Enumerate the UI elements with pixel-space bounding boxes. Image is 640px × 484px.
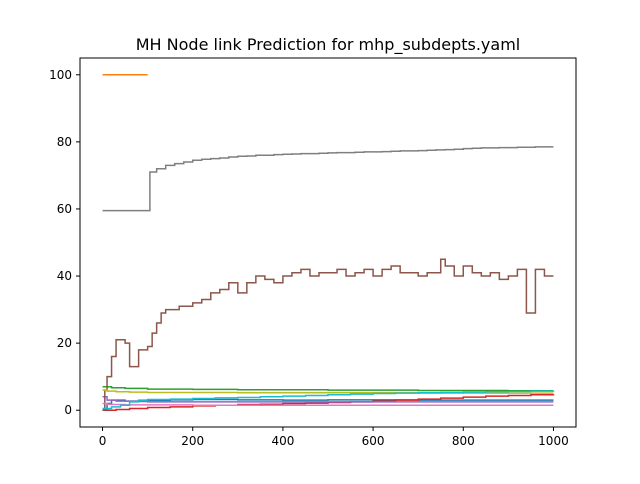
- series-line-4: [102, 394, 555, 411]
- x-tick-label: 800: [452, 434, 475, 448]
- y-tick-label: 40: [57, 269, 72, 283]
- x-tick-label: 400: [271, 434, 294, 448]
- y-tick-label: 80: [57, 135, 72, 149]
- chart-title: MH Node link Prediction for mhp_subdepts…: [136, 35, 520, 55]
- series-line-10: [102, 390, 555, 410]
- y-tick-label: 60: [57, 202, 72, 216]
- series-layer: [102, 74, 555, 411]
- x-tick-label: 200: [181, 434, 204, 448]
- axis-ticks: 0 200 400 600 800 1000 0 20 40 60 80 100: [49, 68, 569, 448]
- series-line-8: [102, 146, 554, 212]
- series-line-5: [102, 396, 554, 403]
- series-line-6: [102, 258, 554, 411]
- y-tick-label: 0: [64, 403, 72, 417]
- y-tick-label: 100: [49, 68, 72, 82]
- x-tick-label: 600: [362, 434, 385, 448]
- x-tick-label: 1000: [538, 434, 569, 448]
- x-tick-label: 0: [99, 434, 107, 448]
- plot-frame: [79, 57, 577, 428]
- series-line-3: [102, 386, 554, 392]
- y-tick-label: 20: [57, 336, 72, 350]
- series-line-7: [102, 402, 554, 406]
